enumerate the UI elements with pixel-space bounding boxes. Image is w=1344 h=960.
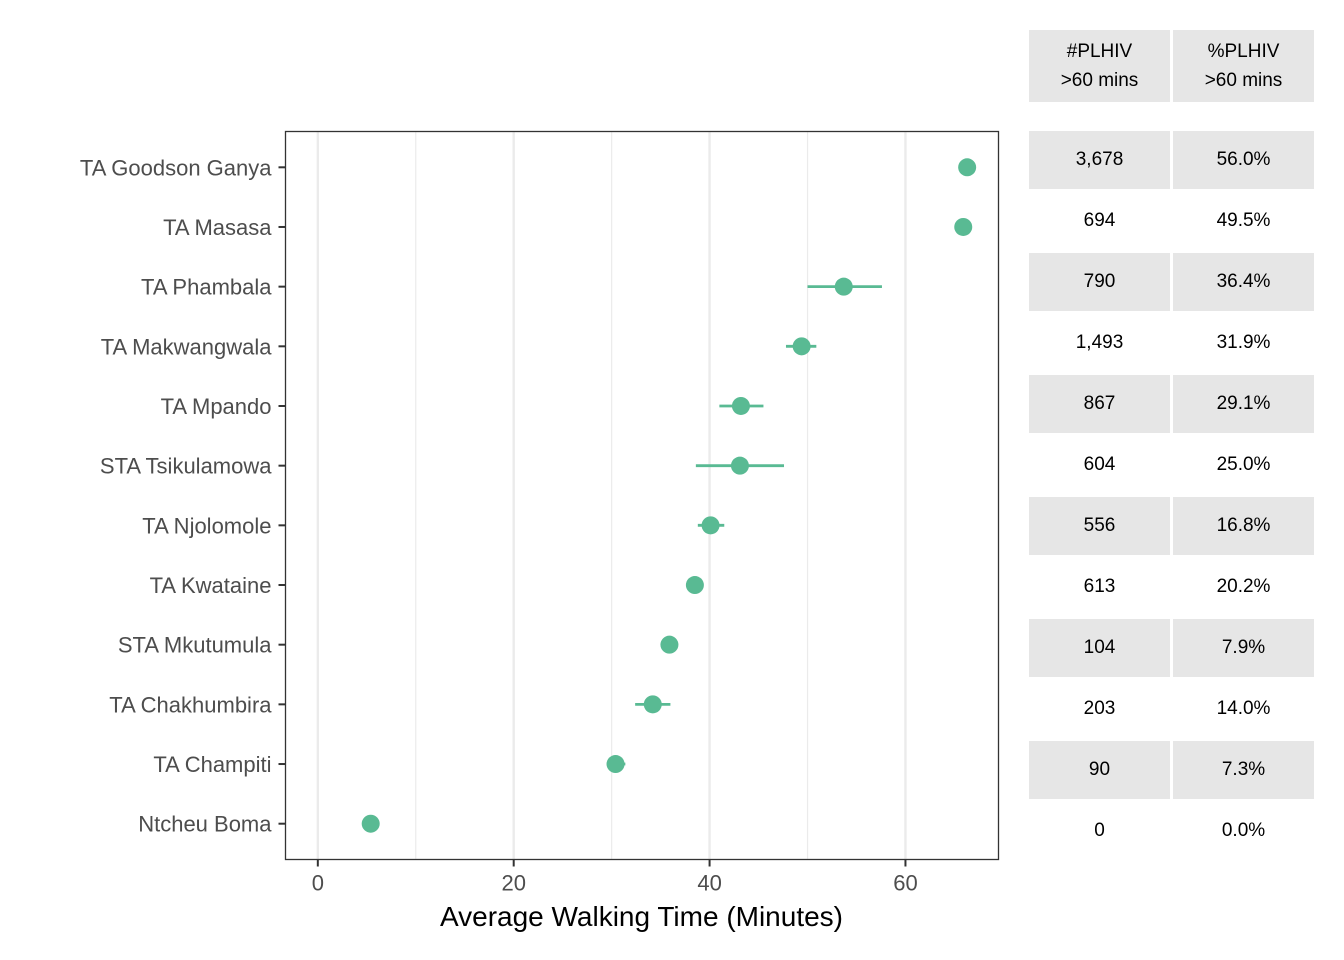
table-row: 867 29.1%	[1029, 375, 1315, 433]
count-cell: 694	[1083, 210, 1116, 231]
table-row: 0 0.0%	[1029, 802, 1315, 860]
data-point	[730, 456, 749, 475]
count-cell: 0	[1094, 820, 1105, 841]
table-header: #PLHIV >60 mins %PLHIV >60 mins	[1029, 30, 1315, 102]
y-tick-label: TA Champiti	[153, 752, 271, 777]
percent-cell: 20.2%	[1216, 576, 1271, 597]
table-row: 3,678 56.0%	[1029, 131, 1315, 189]
y-tick-label: STA Mkutumula	[118, 633, 272, 658]
percent-cell: 29.1%	[1173, 375, 1314, 433]
data-point	[660, 635, 679, 654]
count-cell: 3,678	[1029, 131, 1170, 189]
y-tick-label: TA Masasa	[163, 215, 272, 240]
percent-cell: 49.5%	[1216, 210, 1271, 231]
table-row: 90 7.3%	[1029, 741, 1315, 799]
table-row: 694 49.5%	[1029, 192, 1315, 250]
percent-cell: 7.9%	[1173, 619, 1314, 677]
percent-cell: 16.8%	[1173, 497, 1314, 555]
x-tick-label: 40	[697, 871, 721, 896]
data-point	[954, 217, 973, 236]
data-point	[361, 814, 380, 833]
count-cell: 1,493	[1075, 332, 1124, 353]
data-point	[685, 576, 704, 595]
percent-cell: 36.4%	[1173, 253, 1314, 311]
percent-cell: 25.0%	[1216, 454, 1271, 475]
percent-cell: 14.0%	[1216, 698, 1271, 719]
count-cell: 90	[1029, 741, 1170, 799]
gridlines	[316, 131, 907, 860]
data-points	[361, 158, 977, 833]
count-cell: 790	[1029, 253, 1170, 311]
data-point	[834, 277, 853, 296]
header-percent-line2: >60 mins	[1204, 70, 1283, 91]
table-row: 556 16.8%	[1029, 497, 1315, 555]
count-cell: 613	[1083, 576, 1116, 597]
count-cell: 867	[1029, 375, 1170, 433]
y-tick-label: TA Kwataine	[150, 573, 272, 598]
x-tick-label: 20	[501, 871, 525, 896]
x-axis: 0 20 40 60	[312, 859, 918, 896]
y-tick-label: TA Njolomole	[142, 513, 271, 538]
count-cell: 556	[1029, 497, 1170, 555]
y-axis: TA Goodson Ganya TA Masasa TA Phambala TA M…	[80, 155, 286, 837]
data-point	[643, 695, 662, 714]
data-point	[606, 755, 625, 774]
data-point	[958, 158, 977, 177]
y-tick-label: TA Goodson Ganya	[80, 155, 272, 180]
count-cell: 604	[1083, 454, 1116, 475]
percent-cell: 31.9%	[1216, 332, 1271, 353]
y-tick-label: TA Chakhumbira	[109, 692, 272, 717]
count-cell: 104	[1029, 619, 1170, 677]
header-percent-line1: %PLHIV	[1207, 41, 1280, 62]
panel-border	[284, 130, 1000, 861]
y-tick-label: TA Phambala	[141, 275, 272, 300]
y-tick-label: Ntcheu Boma	[138, 812, 272, 837]
table-row: 790 36.4%	[1029, 253, 1315, 311]
plhiv-table: 3,678 56.0% 694 49.5% 790 36.4% 1,493 31…	[1029, 131, 1315, 863]
table-row: 604 25.0%	[1029, 436, 1315, 494]
table-row: 1,493 31.9%	[1029, 314, 1315, 372]
y-tick-label: STA Tsikulamowa	[100, 454, 272, 479]
x-axis-title: Average Walking Time (Minutes)	[440, 901, 843, 932]
data-point	[701, 516, 720, 535]
x-tick-label: 60	[893, 871, 917, 896]
header-count-cell: #PLHIV >60 mins	[1029, 30, 1170, 102]
percent-cell: 56.0%	[1173, 131, 1314, 189]
table-row: 613 20.2%	[1029, 558, 1315, 616]
header-count-line2: >60 mins	[1060, 70, 1139, 91]
panel-background	[285, 131, 999, 860]
header-count-line1: #PLHIV	[1066, 41, 1133, 62]
header-percent-cell: %PLHIV >60 mins	[1173, 30, 1314, 102]
table-row: 104 7.9%	[1029, 619, 1315, 677]
percent-cell: 7.3%	[1173, 741, 1314, 799]
y-tick-label: TA Mpando	[161, 394, 272, 419]
x-tick-label: 0	[312, 871, 324, 896]
data-point	[792, 337, 811, 356]
count-cell: 203	[1083, 698, 1116, 719]
data-point	[731, 396, 750, 415]
table-row: 203 14.0%	[1029, 680, 1315, 738]
percent-cell: 0.0%	[1221, 820, 1266, 841]
y-tick-label: TA Makwangwala	[101, 334, 273, 359]
